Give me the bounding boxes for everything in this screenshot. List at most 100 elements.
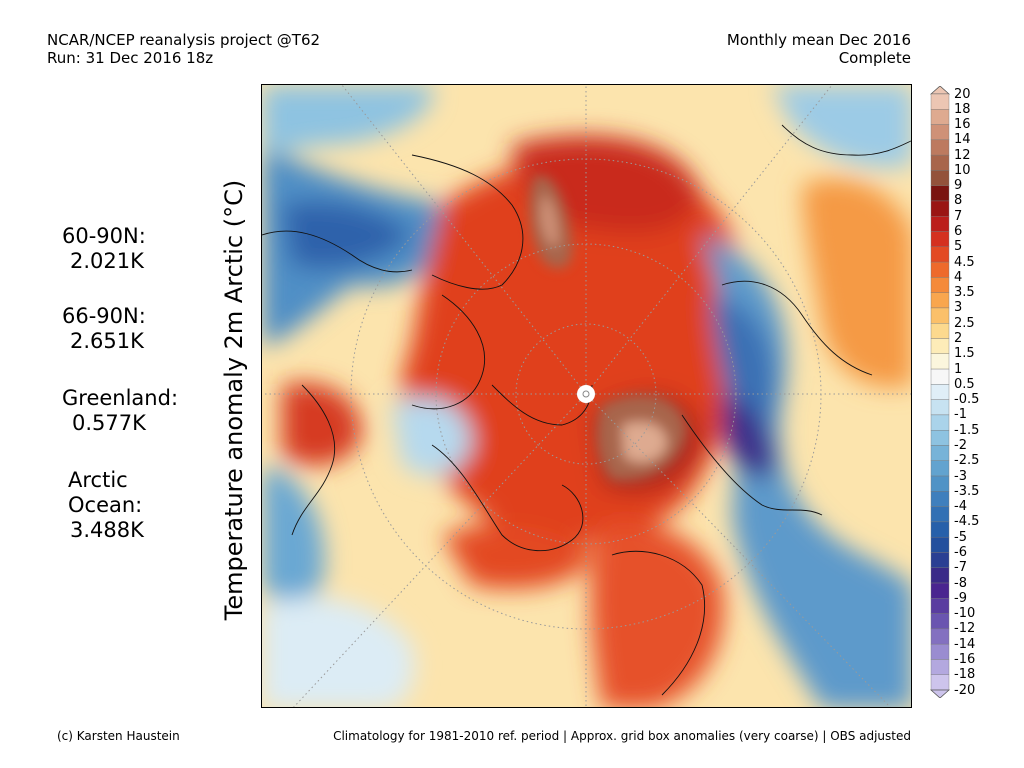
colorbar-swatch [930, 460, 950, 477]
stat-label: 60-90N: [62, 224, 146, 248]
colorbar-swatch [930, 154, 950, 171]
colorbar-swatch [930, 613, 950, 630]
colorbar-tick-label: 4 [954, 269, 963, 285]
colorbar-tick-label: -0.5 [954, 392, 980, 408]
colorbar-tick-label: 2 [954, 331, 963, 346]
colorbar-tick-label: 7 [954, 208, 963, 224]
colorbar-swatch [930, 109, 950, 125]
colorbar-swatch [930, 277, 950, 293]
colorbar-swatch [930, 674, 950, 691]
colorbar-tick-label: -10 [954, 606, 976, 622]
colorbar-tick-label: 9 [954, 178, 963, 194]
colorbar-swatch [930, 414, 950, 431]
colorbar-swatch [930, 124, 950, 141]
colorbar-tick-label: 3 [954, 300, 963, 316]
colorbar-swatch [930, 231, 950, 248]
colorbar-tick-label: -8 [954, 575, 967, 591]
map-canvas [262, 85, 911, 707]
colorbar-tick-label: -3 [954, 468, 967, 484]
colorbar-swatch [930, 384, 950, 400]
colorbar-tick-label: -2.5 [954, 453, 980, 469]
header-left: NCAR/NCEP reanalysis project @T62 Run: 3… [47, 31, 320, 67]
colorbar-tick-label: 3.5 [954, 285, 975, 301]
colorbar-tick-label: -6 [954, 544, 967, 560]
colorbar-tick-label: 6 [954, 224, 963, 240]
colorbar-tick-label: -1.5 [954, 422, 980, 438]
colorbar-tick-label: -4.5 [954, 514, 980, 530]
colorbar-swatch [930, 582, 950, 599]
stat-label: Greenland: [62, 386, 179, 410]
colorbar-tick-label: -14 [954, 636, 976, 652]
colorbar-swatch [930, 353, 950, 370]
colorbar-tick-label: -5 [954, 529, 967, 545]
stat-66-90n: 66-90N: 2.651K [62, 304, 146, 354]
colorbar-tick-label: 1.5 [954, 346, 975, 362]
colorbar-tick-label: 16 [954, 117, 971, 133]
colorbar-swatch [930, 659, 950, 675]
stat-value: 2.651K [70, 329, 144, 353]
colorbar-swatch [930, 261, 950, 278]
stat-label: Arctic [68, 468, 128, 492]
coastlines [262, 124, 911, 696]
stat-value: 0.577K [72, 411, 146, 435]
colorbar-tick-label: 0.5 [954, 376, 975, 392]
colorbar-swatch [930, 139, 950, 156]
stat-label: 66-90N: [62, 304, 146, 328]
stat-greenland: Greenland: 0.577K [62, 386, 178, 436]
colorbar-swatch [930, 506, 950, 523]
footer-credit: (c) Karsten Haustein [57, 729, 180, 743]
colorbar-swatch [930, 200, 950, 217]
colorbar-tick-label: -7 [954, 560, 967, 576]
colorbar-tick-label: 20 [954, 86, 971, 102]
colorbar [930, 86, 950, 698]
colorbar-tick-label: -9 [954, 590, 967, 606]
stat-60-90n: 60-90N: 2.021K [62, 224, 146, 274]
colorbar-swatch [930, 536, 950, 553]
stat-value: 2.021K [70, 249, 144, 273]
graticule [262, 85, 911, 707]
footer-note: Climatology for 1981-2010 ref. period | … [333, 729, 911, 743]
colorbar-bottom-arrow [930, 689, 950, 698]
colorbar-swatch [930, 323, 950, 339]
colorbar-tick-label: -20 [954, 682, 976, 698]
colorbar-tick-label: 12 [954, 147, 971, 163]
colorbar-tick-label: -12 [954, 621, 976, 637]
pole-marker-inner [582, 390, 590, 398]
colorbar-swatch [930, 475, 950, 492]
colorbar-tick-label: 4.5 [954, 254, 975, 270]
colorbar-swatch [930, 598, 950, 614]
colorbar-swatch [930, 445, 950, 461]
colorbar-swatch [930, 430, 950, 446]
colorbar-swatch [930, 216, 950, 232]
period-title: Monthly mean Dec 2016 [726, 31, 911, 49]
colorbar-swatch [930, 399, 950, 416]
stat-arctic-ocean: Arctic Ocean: 3.488K [68, 468, 144, 543]
stat-label-2: Ocean: [68, 493, 143, 517]
header-right: Monthly mean Dec 2016 Complete [727, 31, 911, 67]
colorbar-swatch [930, 368, 950, 385]
colorbar-swatch [930, 643, 950, 660]
colorbar-swatch [930, 567, 950, 584]
colorbar-swatch [930, 246, 950, 263]
colorbar-tick-label: 10 [954, 162, 971, 178]
colorbar-swatch [930, 552, 950, 568]
pole-marker [577, 385, 595, 403]
anomaly-map [261, 84, 912, 708]
model-title: NCAR/NCEP reanalysis project @T62 [47, 31, 321, 49]
colorbar-tick-label: 2.5 [954, 315, 975, 331]
stat-value: 3.488K [70, 518, 144, 542]
colorbar-swatch [930, 491, 950, 507]
colorbar-tick-label: -18 [954, 667, 976, 683]
colorbar-swatch [930, 338, 950, 354]
colorbar-swatch [930, 170, 950, 186]
colorbar-tick-label: 18 [954, 101, 971, 117]
colorbar-tick-label: -2 [954, 437, 967, 453]
y-axis-title-wrap: Temperature anomaly 2m Arctic (°C) [216, 90, 252, 710]
colorbar-tick-label: 5 [954, 239, 963, 255]
colorbar-tick-label: -4 [954, 499, 967, 515]
colorbar-tick-label: -3.5 [954, 483, 980, 499]
colorbar-tick-label: -16 [954, 651, 976, 667]
colorbar-swatch [930, 93, 950, 110]
colorbar-swatch [930, 521, 950, 538]
colorbar-swatch [930, 628, 950, 645]
